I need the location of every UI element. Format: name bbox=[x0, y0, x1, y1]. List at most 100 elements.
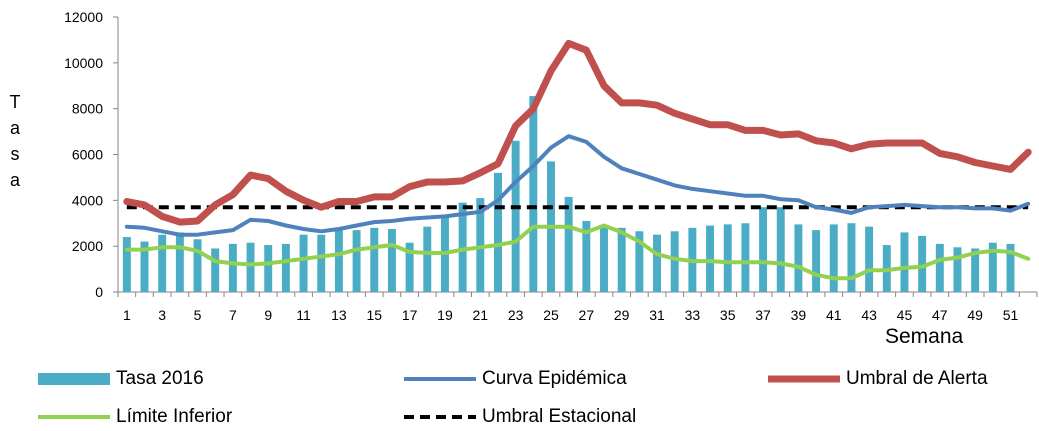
x-tick-label: 25 bbox=[543, 307, 559, 323]
bar-tasa-2016 bbox=[193, 239, 202, 292]
bar-tasa-2016 bbox=[829, 224, 838, 292]
legend-item-umbral-estacional: Umbral Estacional bbox=[404, 406, 636, 428]
x-tick-label: 43 bbox=[861, 307, 877, 323]
x-tick-label: 15 bbox=[366, 307, 382, 323]
bar-tasa-2016 bbox=[600, 225, 608, 292]
bar-tasa-2016 bbox=[476, 198, 485, 292]
legend-label-umbral-estacional: Umbral Estacional bbox=[482, 406, 637, 427]
bar-tasa-2016 bbox=[706, 225, 715, 292]
legend-item-curva-epidemica: Curva Epidémica bbox=[404, 368, 627, 390]
legend-swatch-bar bbox=[38, 373, 110, 385]
bar-tasa-2016 bbox=[582, 220, 591, 292]
bar-tasa-2016 bbox=[511, 140, 520, 292]
bar-tasa-2016 bbox=[423, 226, 432, 292]
legend-label-curva-epidemica: Curva Epidémica bbox=[482, 368, 627, 389]
bar-tasa-2016 bbox=[405, 242, 414, 292]
x-tick-label: 51 bbox=[1003, 307, 1019, 323]
x-tick-label: 21 bbox=[473, 307, 489, 323]
bar-tasa-2016 bbox=[317, 234, 326, 292]
bar-tasa-2016 bbox=[122, 237, 131, 292]
x-tick-label: 33 bbox=[685, 307, 701, 323]
x-tick-label: 29 bbox=[614, 307, 630, 323]
bar-tasa-2016 bbox=[670, 231, 679, 292]
y-tick-label: 0 bbox=[95, 284, 103, 300]
y-tick-label: 4000 bbox=[72, 192, 103, 208]
x-tick-label: 31 bbox=[649, 307, 665, 323]
line-umbral-alerta bbox=[123, 39, 1032, 226]
y-tick-label: 12000 bbox=[64, 9, 103, 25]
legend-swatch-line-green bbox=[38, 415, 110, 419]
bar-tasa-2016 bbox=[935, 243, 944, 292]
x-tick-label: 9 bbox=[264, 307, 272, 323]
bar-tasa-2016 bbox=[334, 230, 343, 292]
bar-tasa-2016 bbox=[529, 96, 538, 292]
x-tick-label: 47 bbox=[932, 307, 948, 323]
y-tick-label: 2000 bbox=[72, 238, 103, 254]
x-tick-label: 37 bbox=[755, 307, 771, 323]
bar-tasa-2016 bbox=[918, 235, 927, 292]
x-tick-label: 7 bbox=[229, 307, 237, 323]
bar-tasa-2016 bbox=[953, 247, 962, 292]
bar-tasa-2016 bbox=[971, 248, 980, 292]
x-tick-label: 5 bbox=[194, 307, 202, 323]
legend-swatch-line-dashed bbox=[404, 415, 476, 419]
x-tick-label: 13 bbox=[331, 307, 347, 323]
bar-tasa-2016 bbox=[246, 242, 255, 292]
bar-tasa-2016 bbox=[847, 223, 856, 292]
legend-label-tasa-2016: Tasa 2016 bbox=[116, 368, 204, 389]
y-tick-label: 6000 bbox=[72, 147, 103, 163]
bar-tasa-2016 bbox=[352, 230, 361, 292]
legend-item-umbral-alerta: Umbral de Alerta bbox=[768, 368, 988, 390]
bar-tasa-2016 bbox=[564, 196, 573, 292]
line-curva-epidemica bbox=[124, 134, 1031, 237]
legend-label-limite-inferior: Límite Inferior bbox=[116, 406, 233, 427]
x-tick-label: 23 bbox=[508, 307, 524, 323]
legend-item-limite-inferior: Límite Inferior bbox=[38, 406, 232, 428]
bar-tasa-2016 bbox=[493, 172, 502, 292]
x-tick-label: 49 bbox=[967, 307, 983, 323]
legend-swatch-line-blue bbox=[404, 377, 476, 381]
y-tick-label: 10000 bbox=[64, 55, 103, 71]
y-axis-label-letter: T bbox=[9, 92, 21, 112]
x-tick-label: 17 bbox=[402, 307, 418, 323]
legend-item-tasa-2016: Tasa 2016 bbox=[38, 368, 204, 390]
bar-tasa-2016 bbox=[299, 234, 308, 292]
legend-label-umbral-alerta: Umbral de Alerta bbox=[846, 368, 988, 389]
bar-tasa-2016 bbox=[812, 230, 821, 292]
bar-tasa-2016 bbox=[175, 232, 184, 292]
bar-tasa-2016 bbox=[387, 228, 396, 292]
bar-tasa-2016 bbox=[211, 248, 220, 292]
x-tick-label: 39 bbox=[791, 307, 807, 323]
bar-tasa-2016 bbox=[635, 231, 644, 292]
bar-tasa-2016 bbox=[1006, 243, 1015, 292]
bar-tasa-2016 bbox=[264, 245, 273, 292]
bar-tasa-2016 bbox=[140, 241, 149, 292]
bar-tasa-2016 bbox=[458, 202, 467, 292]
bar-tasa-2016 bbox=[158, 234, 167, 292]
x-axis-label: Semana bbox=[885, 325, 964, 348]
bar-tasa-2016 bbox=[988, 242, 997, 292]
line-limite-inferior bbox=[124, 223, 1031, 281]
bar-tasa-2016 bbox=[653, 234, 662, 292]
legend-swatch-line-red bbox=[768, 375, 840, 383]
x-tick-label: 11 bbox=[296, 307, 311, 323]
bar-tasa-2016 bbox=[759, 207, 768, 292]
bar-tasa-2016 bbox=[776, 207, 785, 292]
bar-tasa-2016 bbox=[228, 243, 237, 292]
y-axis-label-letter: a bbox=[9, 118, 20, 138]
x-tick-label: 45 bbox=[897, 307, 913, 323]
bar-tasa-2016 bbox=[617, 227, 626, 292]
line-series bbox=[123, 39, 1032, 281]
bar-tasa-2016 bbox=[900, 232, 909, 292]
x-tick-label: 3 bbox=[158, 307, 166, 323]
bar-tasa-2016 bbox=[865, 226, 874, 292]
y-axis-label-letter: a bbox=[9, 170, 20, 190]
y-axis-label-letter: s bbox=[10, 144, 20, 164]
x-tick-label: 19 bbox=[437, 307, 453, 323]
bar-tasa-2016 bbox=[281, 243, 290, 292]
bar-tasa-2016 bbox=[741, 223, 750, 292]
x-tick-label: 27 bbox=[579, 307, 595, 323]
x-tick-label: 35 bbox=[720, 307, 736, 323]
